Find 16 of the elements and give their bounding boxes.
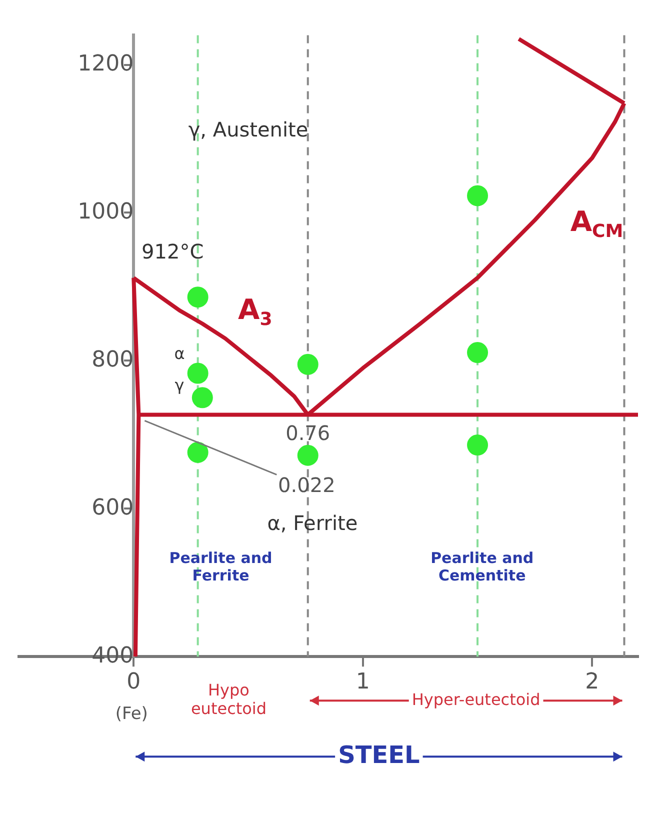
- x-tick-label: 0: [126, 670, 141, 695]
- x-tick-label: 2: [585, 670, 600, 695]
- annotation: 0.76: [286, 420, 330, 445]
- annotation: 0.022: [278, 472, 336, 497]
- text: (Fe): [115, 704, 148, 724]
- annotation: 912°C: [142, 240, 204, 264]
- text: STEEL: [338, 740, 420, 769]
- text: Hyper-eutectoid: [412, 690, 540, 709]
- x-tick-label: 1: [356, 670, 370, 695]
- annotation: Pearlite and Ferrite: [169, 549, 272, 584]
- annotation: α: [174, 344, 185, 363]
- annotation: γ, Austenite: [188, 118, 308, 142]
- annotation: α, Ferrite: [267, 511, 358, 536]
- annotation: γ: [174, 376, 184, 395]
- text: Hypo eutectoid: [190, 680, 267, 718]
- annotation: Pearlite and Cementite: [430, 549, 534, 584]
